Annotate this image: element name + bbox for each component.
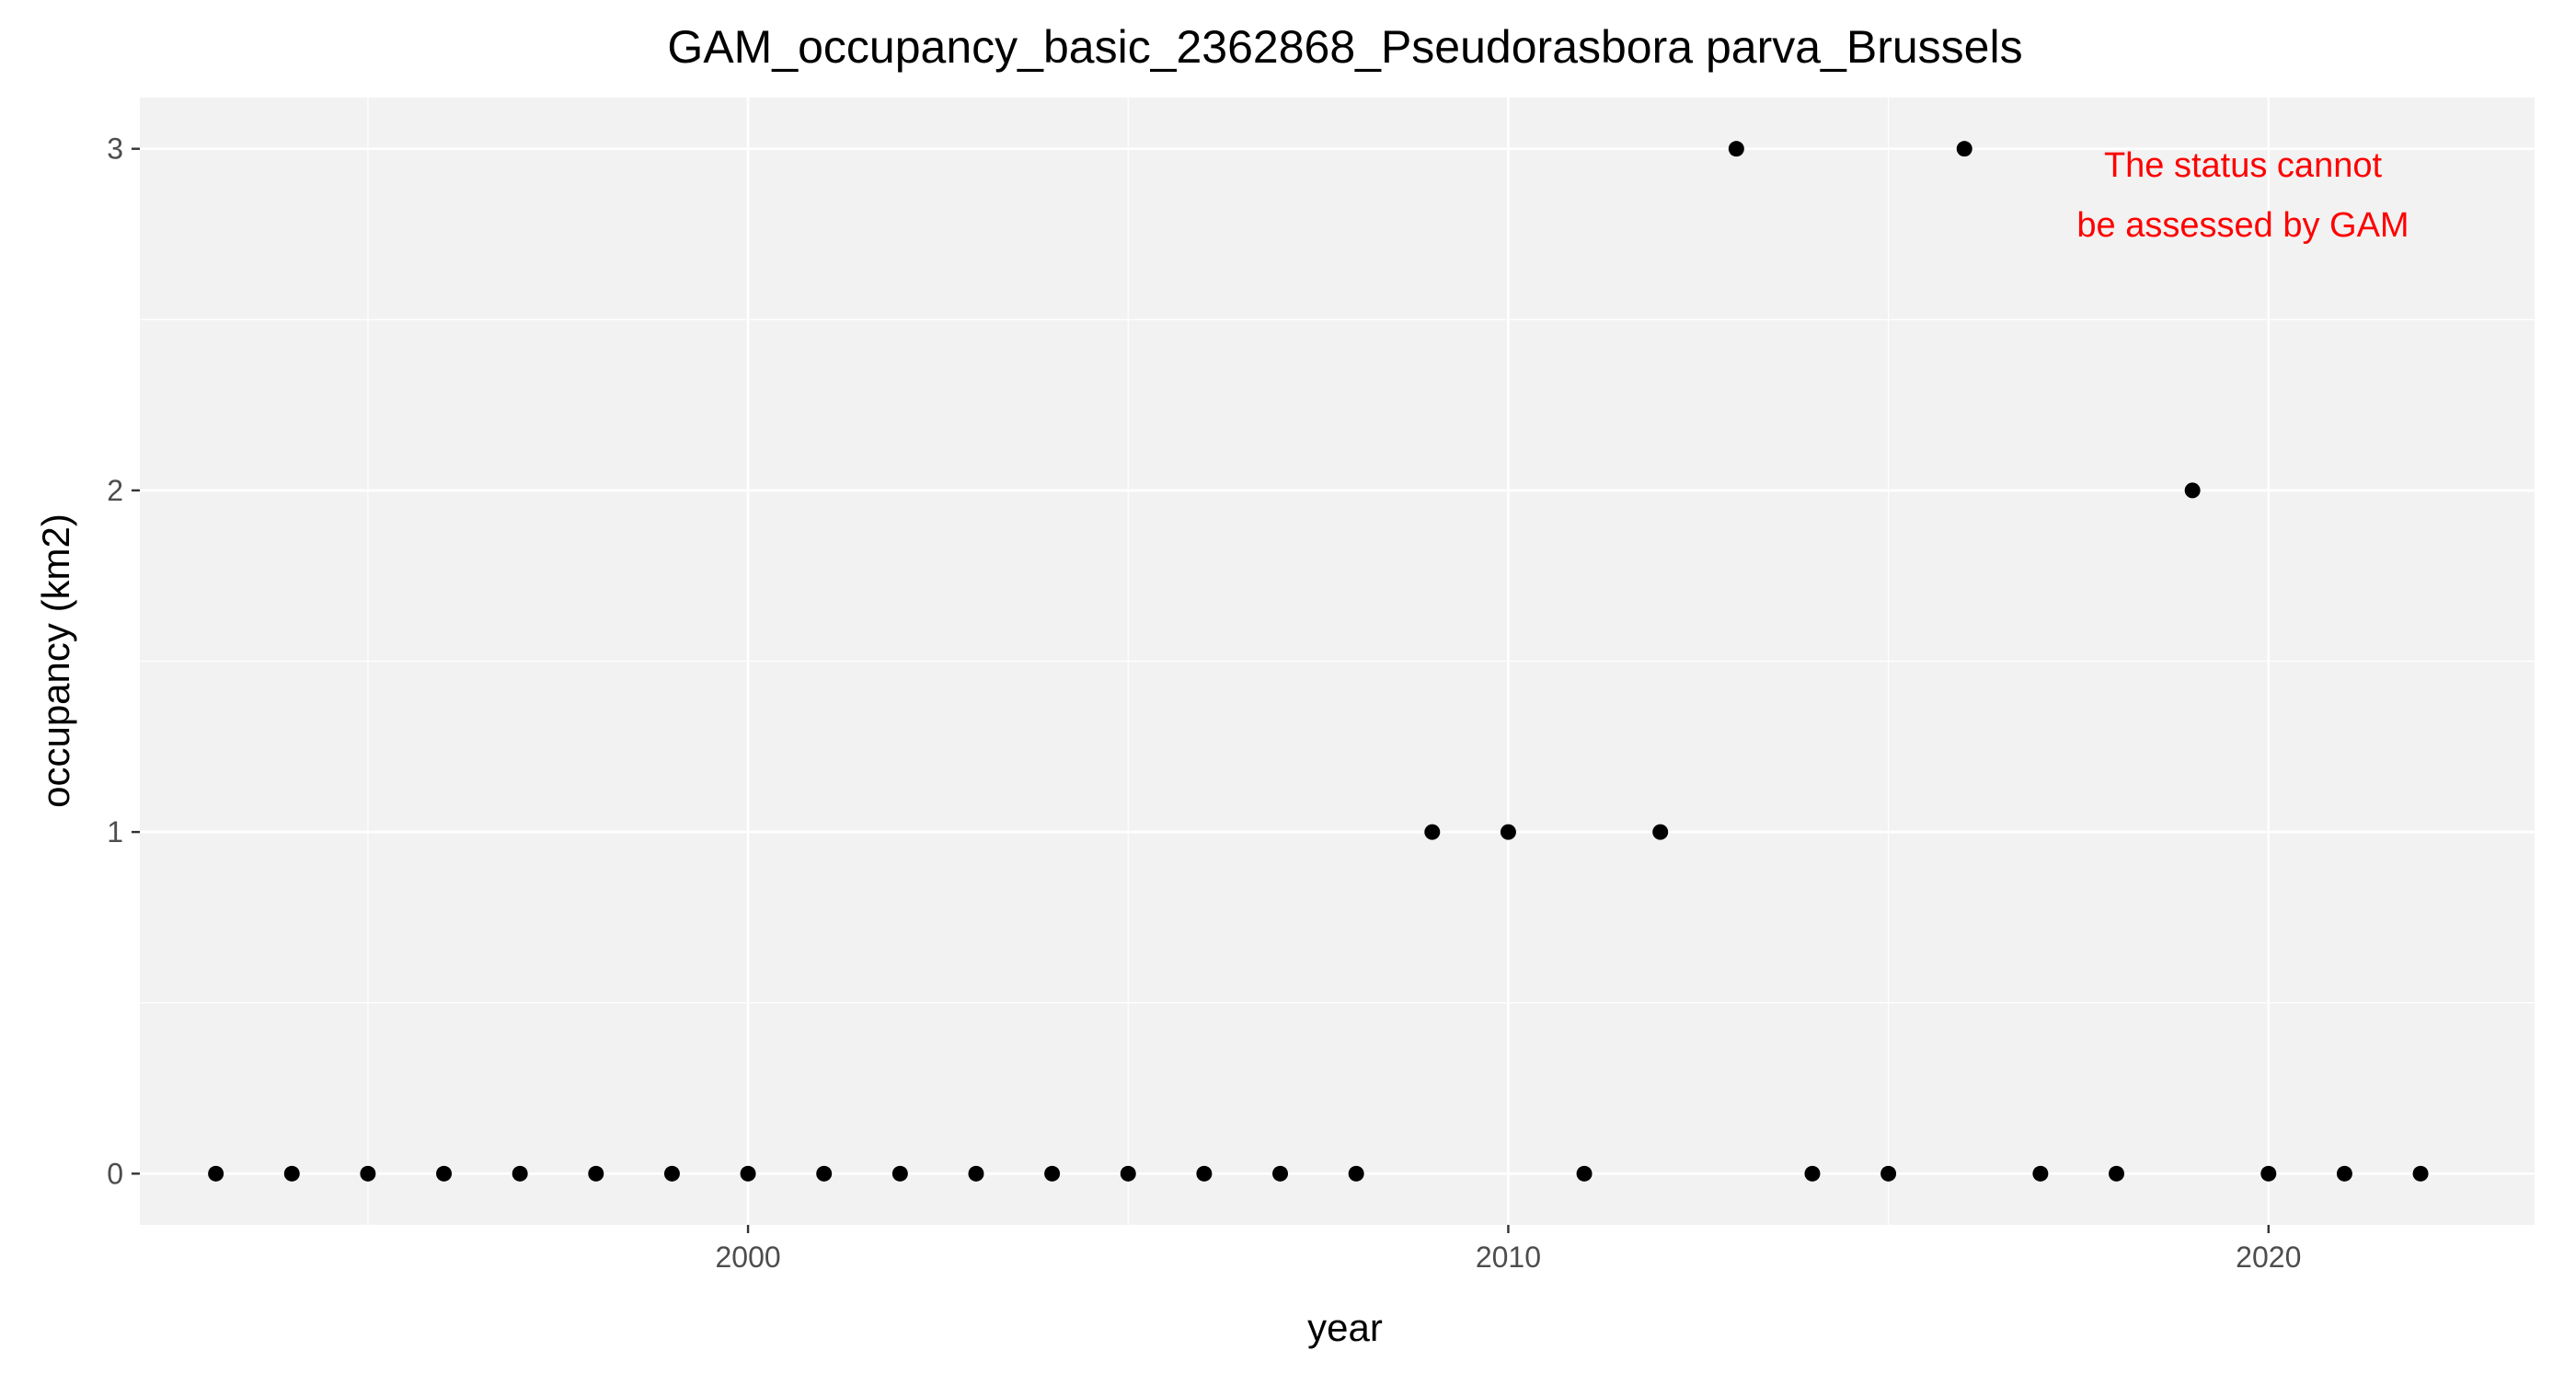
data-point [2109,1165,2125,1182]
data-point [1956,141,1972,157]
data-point [891,1165,908,1182]
data-point [1424,824,1441,840]
data-point [1272,1165,1289,1182]
x-tick-label: 2020 [2236,1241,2301,1274]
x-tick-label: 2000 [715,1241,780,1274]
y-tick-label: 1 [107,815,123,848]
x-tick-label: 2010 [1476,1241,1541,1274]
data-point [1880,1165,1897,1182]
data-point [1196,1165,1213,1182]
data-point [2184,482,2201,499]
y-tick-label: 0 [107,1157,123,1190]
data-point [1500,824,1516,840]
data-point [2032,1165,2049,1182]
data-point [968,1165,984,1182]
data-point [436,1165,453,1182]
data-point [816,1165,833,1182]
data-point [2260,1165,2277,1182]
data-point [2336,1165,2352,1182]
data-point [283,1165,300,1182]
x-axis-label: year [1307,1306,1383,1349]
data-points [208,141,2429,1182]
data-point [2412,1165,2429,1182]
data-point [1120,1165,1136,1182]
data-point [1728,141,1744,157]
data-point [1576,1165,1593,1182]
annotation-line: be assessed by GAM [2076,206,2409,245]
data-point [1044,1165,1061,1182]
data-point [740,1165,756,1182]
data-point [512,1165,528,1182]
y-tick-label: 2 [107,474,123,507]
data-point [1348,1165,1364,1182]
annotation-line: The status cannot [2104,146,2383,185]
y-axis-label: occupancy (km2) [34,514,77,808]
data-point [1652,824,1669,840]
major-grid [140,98,2535,1225]
minor-grid [140,98,2535,1225]
chart-title: GAM_occupancy_basic_2362868_Pseudorasbor… [667,21,2022,73]
data-point [360,1165,376,1182]
data-point [208,1165,224,1182]
y-tick-label: 3 [107,133,123,166]
status-annotation: The status cannot be assessed by GAM [2076,146,2409,245]
data-point [1804,1165,1821,1182]
data-point [588,1165,604,1182]
x-axis: 2000 2010 2020 [715,1225,2301,1274]
data-point [663,1165,680,1182]
y-axis: 0 1 2 3 [107,133,140,1190]
